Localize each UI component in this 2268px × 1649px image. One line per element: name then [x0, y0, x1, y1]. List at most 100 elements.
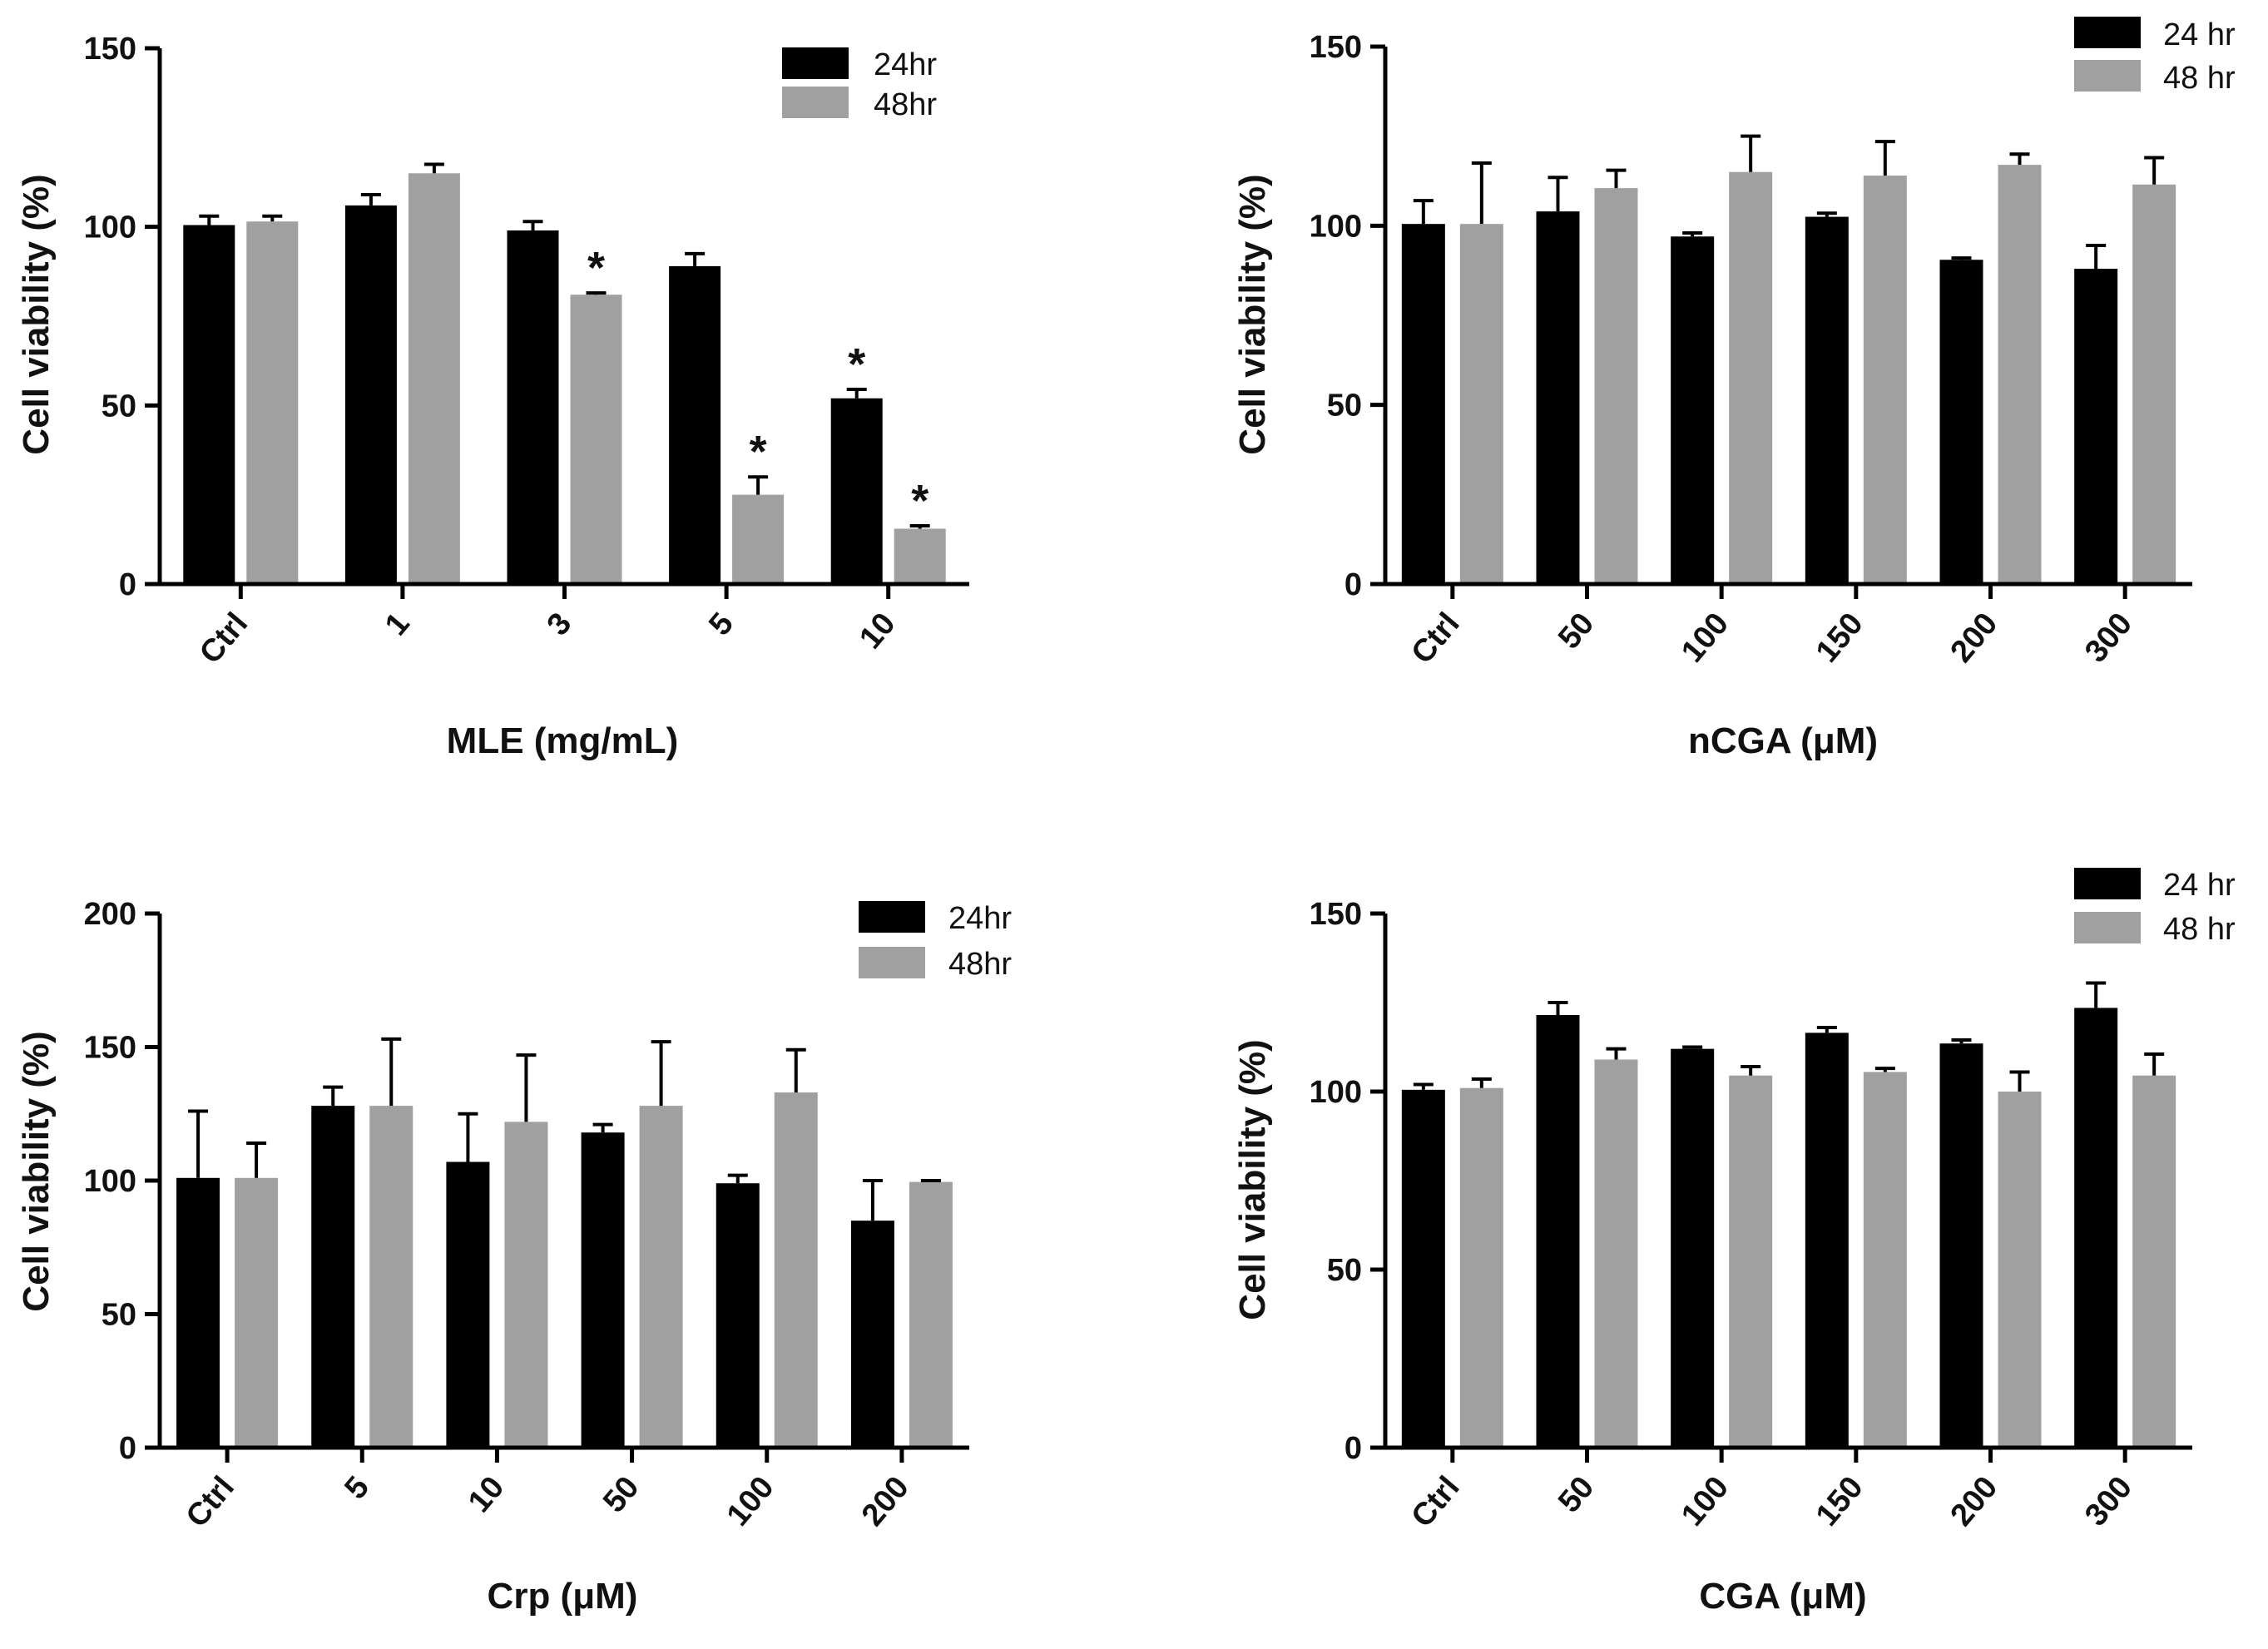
y-tick-label: 150	[84, 1031, 136, 1066]
y-tick-label: 150	[84, 32, 136, 67]
bar-48hr	[1998, 1092, 2042, 1448]
y-tick-label: 150	[1310, 30, 1362, 65]
bar-24hr	[2074, 1008, 2118, 1448]
x-axis-title: CGA (μM)	[1699, 1576, 1866, 1617]
bar-48hr	[408, 173, 460, 584]
bar-24hr	[311, 1106, 355, 1448]
bar-48hr	[1594, 188, 1638, 584]
x-tick-label: 10	[853, 607, 902, 656]
bar-24hr	[1939, 1043, 1983, 1448]
bar-24hr	[1805, 216, 1849, 584]
y-axis-title: Cell viability (%)	[16, 1031, 57, 1311]
legend-label-24hr: 24hr	[948, 901, 1012, 936]
bar-24hr	[1401, 1089, 1445, 1448]
bar-24hr	[1671, 1048, 1715, 1448]
bar-24hr	[1805, 1032, 1849, 1448]
significance-asterisk: *	[587, 243, 605, 293]
bar-48hr	[1459, 1087, 1503, 1448]
bar-48hr	[1863, 176, 1907, 585]
chart-ncga: 0 50 100 150 Ctrl 50 100 150 200 300 Cell viabil…	[1232, 17, 2236, 761]
y-tick-label: 100	[84, 210, 136, 245]
bar-48hr	[1863, 1072, 1907, 1448]
bar-24hr	[183, 225, 235, 584]
bar-24hr	[850, 1221, 894, 1448]
bar-24hr	[446, 1161, 490, 1448]
x-tick-label: 50	[1552, 607, 1601, 656]
chart-mle: * * * * 0 50 100 150 Ctrl 1 3 5 10 Cell viability …	[16, 32, 969, 761]
x-tick-label: 300	[2078, 607, 2139, 670]
bar-48hr	[235, 1177, 279, 1448]
x-tick-label: 3	[541, 607, 579, 642]
x-tick-label: 50	[597, 1470, 646, 1519]
significance-asterisk: *	[848, 339, 865, 389]
bar-48hr	[246, 221, 299, 584]
legend-swatch-24hr	[2074, 17, 2141, 48]
bar-24hr	[1939, 260, 1983, 584]
bar-24hr	[669, 265, 721, 584]
legend-swatch-48hr	[2074, 60, 2141, 92]
y-tick-label: 100	[1310, 1075, 1362, 1110]
x-tick-label: 5	[338, 1470, 376, 1506]
x-tick-label: 150	[1810, 1470, 1870, 1533]
y-axis-title: Cell viability (%)	[1232, 174, 1273, 454]
legend-swatch-48hr	[2074, 912, 2141, 943]
bar-48hr	[1998, 165, 2042, 584]
x-axis-title: nCGA (μM)	[1688, 721, 1878, 761]
bar-48hr	[2132, 184, 2176, 584]
x-tick-label: Ctrl	[1404, 1470, 1466, 1534]
legend-swatch-24hr	[859, 901, 925, 933]
x-tick-label: 100	[721, 1470, 781, 1533]
bar-24hr	[1536, 1014, 1580, 1448]
panel-mle: * * * * 0 50 100 150 Ctrl 1 3 5 10 Cell viability …	[0, 0, 1134, 822]
y-axis-title: Cell viability (%)	[1232, 1039, 1273, 1320]
bar-24hr	[507, 230, 559, 584]
legend-label-48hr: 48hr	[874, 87, 937, 122]
bar-24hr	[1536, 211, 1580, 584]
bar-48hr	[1459, 224, 1503, 584]
bar-24hr	[581, 1132, 625, 1448]
bar-48hr	[2132, 1075, 2176, 1448]
bar-24hr	[830, 398, 883, 584]
bar-48hr	[570, 295, 622, 584]
bar-48hr	[504, 1122, 548, 1448]
bar-24hr	[176, 1177, 220, 1448]
legend-label-24hr: 24 hr	[2163, 868, 2236, 903]
chart-cga: 0 50 100 150 Ctrl 50 100 150 200 300 Cell viabil…	[1232, 868, 2236, 1617]
bar-48hr	[639, 1106, 683, 1448]
bar-48hr	[774, 1092, 818, 1448]
chart-crp: 0 50 100 150 200 Ctrl 5 10 50 100 200 Cell viabil…	[16, 897, 1012, 1617]
bar-24hr	[1401, 224, 1445, 584]
y-tick-label: 0	[119, 567, 136, 602]
x-tick-label: 10	[462, 1470, 511, 1519]
x-tick-label: 150	[1810, 607, 1870, 670]
y-tick-label: 100	[84, 1164, 136, 1199]
panel-ncga: 0 50 100 150 Ctrl 50 100 150 200 300 Cell viabil…	[1134, 0, 2268, 822]
y-tick-label: 50	[102, 1298, 136, 1333]
bar-48hr	[369, 1106, 413, 1448]
panel-crp: 0 50 100 150 200 Ctrl 5 10 50 100 200 Cell viabil…	[0, 822, 1134, 1645]
x-tick-label: 100	[1675, 1470, 1736, 1533]
panel-cga: 0 50 100 150 Ctrl 50 100 150 200 300 Cell viabil…	[1134, 822, 2268, 1645]
bar-24hr	[344, 205, 397, 584]
x-tick-label: 5	[702, 607, 740, 642]
legend-label-48hr: 48 hr	[2163, 61, 2236, 96]
y-tick-label: 50	[1327, 1253, 1362, 1288]
x-axis-title: MLE (mg/mL)	[447, 721, 679, 761]
y-tick-label: 0	[1344, 1431, 1362, 1466]
y-tick-label: 0	[119, 1431, 136, 1466]
legend-swatch-24hr	[782, 47, 849, 79]
bar-48hr	[1729, 171, 1773, 584]
y-tick-label: 150	[1310, 897, 1362, 932]
legend-label-48hr: 48 hr	[2163, 912, 2236, 947]
x-axis-title: Crp (μM)	[488, 1576, 638, 1617]
x-tick-label: 50	[1552, 1470, 1601, 1519]
bar-24hr	[1671, 236, 1715, 584]
legend-label-24hr: 24 hr	[2163, 17, 2236, 52]
bar-24hr	[716, 1183, 760, 1448]
y-tick-label: 200	[84, 897, 136, 932]
x-tick-label: Ctrl	[1404, 607, 1466, 671]
legend-label-48hr: 48hr	[948, 947, 1012, 982]
bar-48hr	[1594, 1059, 1638, 1448]
legend-label-24hr: 24hr	[874, 47, 937, 82]
y-tick-label: 50	[1327, 389, 1362, 423]
